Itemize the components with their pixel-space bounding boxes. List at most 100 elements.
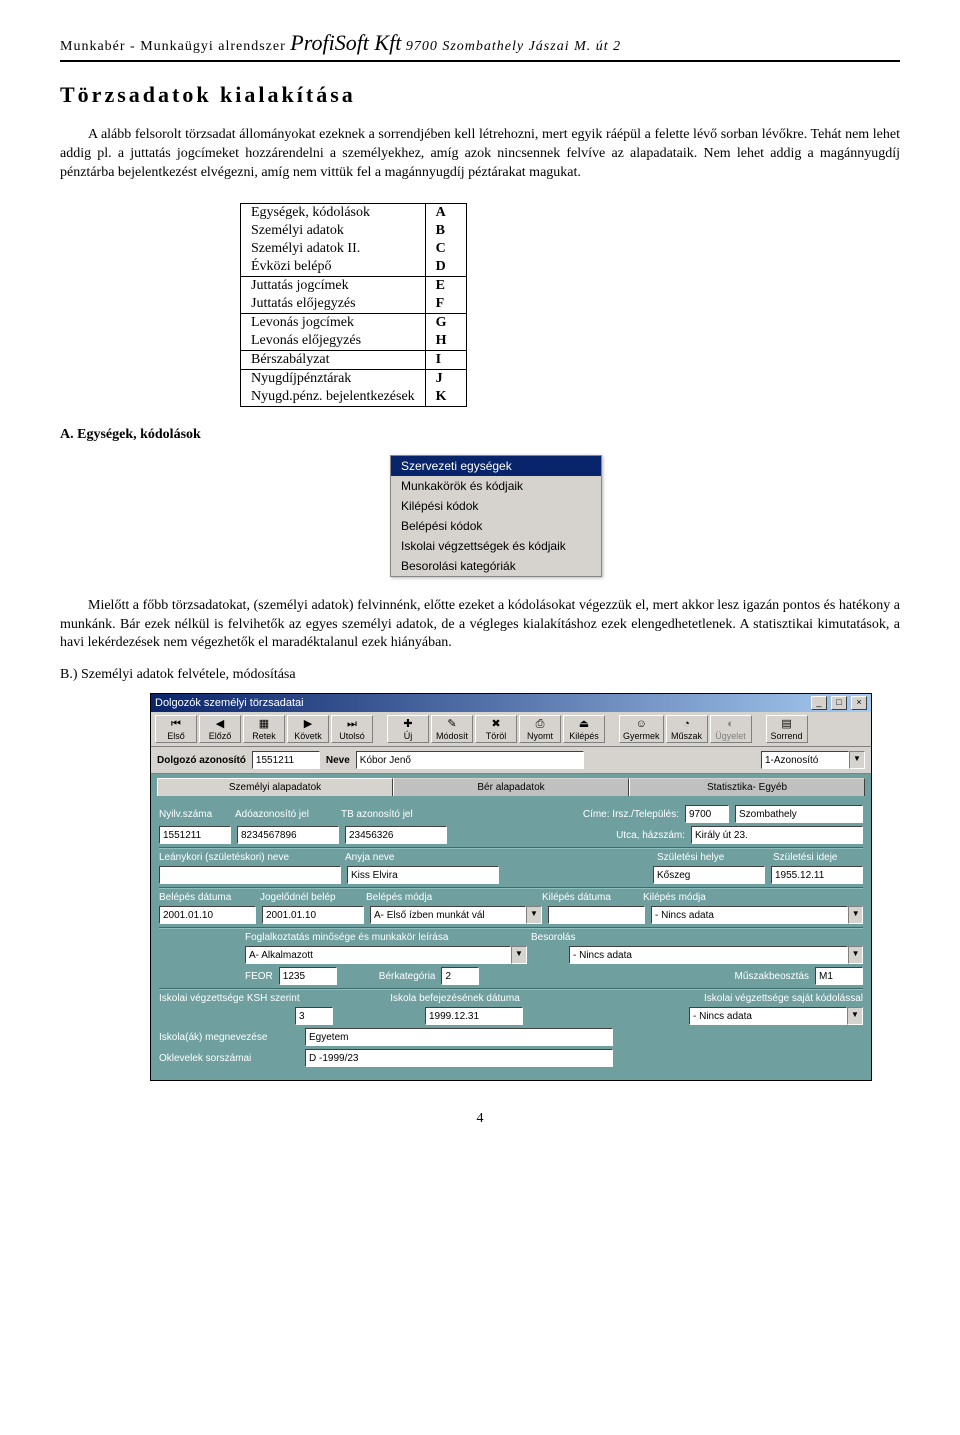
- maximize-button[interactable]: □: [831, 696, 847, 710]
- lbl-belep-mod: Belépés módja: [366, 892, 432, 903]
- code-label: Személyi adatok II.: [241, 240, 426, 258]
- inp-belep-dat[interactable]: [159, 906, 256, 924]
- inp-utca[interactable]: [691, 826, 863, 844]
- menu-item[interactable]: Besorolási kategóriák: [391, 556, 601, 576]
- code-label: Bérszabályzat: [241, 350, 426, 369]
- code-letter: A: [425, 203, 466, 222]
- tab-personal[interactable]: Személyi alapadatok: [157, 778, 393, 796]
- window-buttons: _ □ ×: [810, 696, 867, 710]
- menu-item[interactable]: Iskolai végzettségek és kódjaik: [391, 536, 601, 556]
- inp-leanykori[interactable]: [159, 866, 341, 884]
- toolbar-előző-button[interactable]: ◀Előző: [199, 715, 241, 743]
- name-input[interactable]: [356, 751, 584, 769]
- inp-fogl[interactable]: [245, 946, 511, 964]
- toolbar-utolsó-button[interactable]: ⏭Utolsó: [331, 715, 373, 743]
- nyomt-icon: ⎙: [523, 717, 557, 731]
- toolbar-ügyelet-button[interactable]: ◐Ügyelet: [710, 715, 752, 743]
- inp-belep-mod[interactable]: [370, 906, 526, 924]
- inp-oklevelek[interactable]: [305, 1049, 613, 1067]
- header-left: Munkabér - Munkaügyi alrendszer: [60, 39, 286, 54]
- inp-tb[interactable]: [345, 826, 447, 844]
- code-label: Évközi belépő: [241, 258, 426, 277]
- header-company: ProfiSoft Kft: [290, 30, 401, 55]
- lbl-muszak: Műszakbeosztás: [735, 971, 809, 982]
- inp-isk-dat[interactable]: [425, 1007, 523, 1025]
- menu-item[interactable]: Belépési kódok: [391, 516, 601, 536]
- inp-feor[interactable]: [279, 967, 337, 985]
- inp-irsz[interactable]: [685, 805, 729, 823]
- context-menu: Szervezeti egységekMunkakörök és kódjaik…: [390, 455, 602, 577]
- menu-item[interactable]: Szervezeti egységek: [391, 456, 601, 476]
- inp-muszak[interactable]: [815, 967, 863, 985]
- toolbar-label: Nyomt: [527, 731, 553, 741]
- toolbar-új-button[interactable]: ✚Új: [387, 715, 429, 743]
- lbl-szido: Születési ideje: [773, 852, 837, 863]
- követk-icon: ▶: [291, 717, 325, 731]
- inp-jogelod[interactable]: [262, 906, 364, 924]
- lbl-isk-dat: Iskola befejezésének dátuma: [390, 993, 520, 1004]
- inp-berkat[interactable]: [441, 967, 479, 985]
- menu-item[interactable]: Kilépési kódok: [391, 496, 601, 516]
- code-letter: G: [425, 313, 466, 332]
- inp-kilep-dat[interactable]: [548, 906, 645, 924]
- code-letter: D: [425, 258, 466, 277]
- chevron-down-icon[interactable]: ▼: [847, 1007, 863, 1025]
- inp-telepules[interactable]: [735, 805, 863, 823]
- tab-wage[interactable]: Bér alapadatok: [393, 778, 629, 796]
- első-icon: ⏮: [159, 717, 193, 731]
- retek-icon: ▦: [247, 717, 281, 731]
- menu-item[interactable]: Munkakörök és kódjaik: [391, 476, 601, 496]
- inp-isk-ksh[interactable]: [295, 1007, 333, 1025]
- minimize-button[interactable]: _: [811, 696, 827, 710]
- tab-stats[interactable]: Statisztika- Egyéb: [629, 778, 865, 796]
- inp-iskolak[interactable]: [305, 1028, 613, 1046]
- chevron-down-icon[interactable]: ▼: [848, 906, 863, 924]
- inp-szhely[interactable]: [653, 866, 765, 884]
- toolbar-gyermek-button[interactable]: ☺Gyermek: [619, 715, 664, 743]
- section-b-heading: B.) Személyi adatok felvétele, módosítás…: [60, 667, 900, 683]
- chevron-down-icon[interactable]: ▼: [511, 946, 527, 964]
- lbl-feor: FEOR: [245, 971, 273, 982]
- toolbar-töröl-button[interactable]: ✖Töröl: [475, 715, 517, 743]
- lbl-nyilv: Nyilv.száma: [159, 809, 212, 820]
- toolbar-label: Utolsó: [339, 731, 365, 741]
- inp-szido[interactable]: [771, 866, 863, 884]
- app-window: Dolgozók személyi törzsadatai _ □ × ⏮Els…: [150, 693, 872, 1081]
- toolbar-label: Előző: [209, 731, 232, 741]
- mode-combo[interactable]: [761, 751, 849, 769]
- toolbar-sorrend-button[interactable]: ▤Sorrend: [766, 715, 808, 743]
- toolbar-műszak-button[interactable]: ◔Műszak: [666, 715, 708, 743]
- id-input[interactable]: [252, 751, 320, 769]
- chevron-down-icon[interactable]: ▼: [526, 906, 542, 924]
- close-button[interactable]: ×: [851, 696, 867, 710]
- inp-isk-sajat[interactable]: [689, 1007, 847, 1025]
- inp-kilep-mod[interactable]: [651, 906, 848, 924]
- code-letter: C: [425, 240, 466, 258]
- code-label: Juttatás jogcímek: [241, 276, 426, 295]
- inp-ado[interactable]: [237, 826, 339, 844]
- inp-besor[interactable]: [569, 946, 848, 964]
- window-titlebar: Dolgozók személyi törzsadatai _ □ ×: [151, 694, 871, 712]
- page-number: 4: [60, 1111, 900, 1127]
- tab-row: Személyi alapadatok Bér alapadatok Stati…: [151, 774, 871, 796]
- toolbar-kilépés-button[interactable]: ⏏Kilépés: [563, 715, 605, 743]
- toolbar-label: Sorrend: [771, 731, 803, 741]
- lbl-belep-dat: Belépés dátuma: [159, 892, 231, 903]
- lbl-besor: Besorolás: [531, 932, 575, 943]
- inp-nyilv[interactable]: [159, 826, 231, 844]
- code-letter: I: [425, 350, 466, 369]
- ügyelet-icon: ◐: [714, 717, 748, 731]
- lbl-cim: Címe: Irsz./Település:: [583, 809, 679, 820]
- toolbar-első-button[interactable]: ⏮Első: [155, 715, 197, 743]
- lbl-jogelod: Jogelődnél belép: [260, 892, 336, 903]
- toolbar-módosít-button[interactable]: ✎Módosít: [431, 715, 473, 743]
- toolbar-label: Új: [404, 731, 413, 741]
- toolbar-követk-button[interactable]: ▶Követk: [287, 715, 329, 743]
- gyermek-icon: ☺: [623, 717, 660, 731]
- chevron-down-icon[interactable]: ▼: [849, 751, 865, 769]
- toolbar-nyomt-button[interactable]: ⎙Nyomt: [519, 715, 561, 743]
- chevron-down-icon[interactable]: ▼: [848, 946, 863, 964]
- toolbar-label: Gyermek: [623, 731, 660, 741]
- toolbar-retek-button[interactable]: ▦Retek: [243, 715, 285, 743]
- inp-anyja[interactable]: [347, 866, 499, 884]
